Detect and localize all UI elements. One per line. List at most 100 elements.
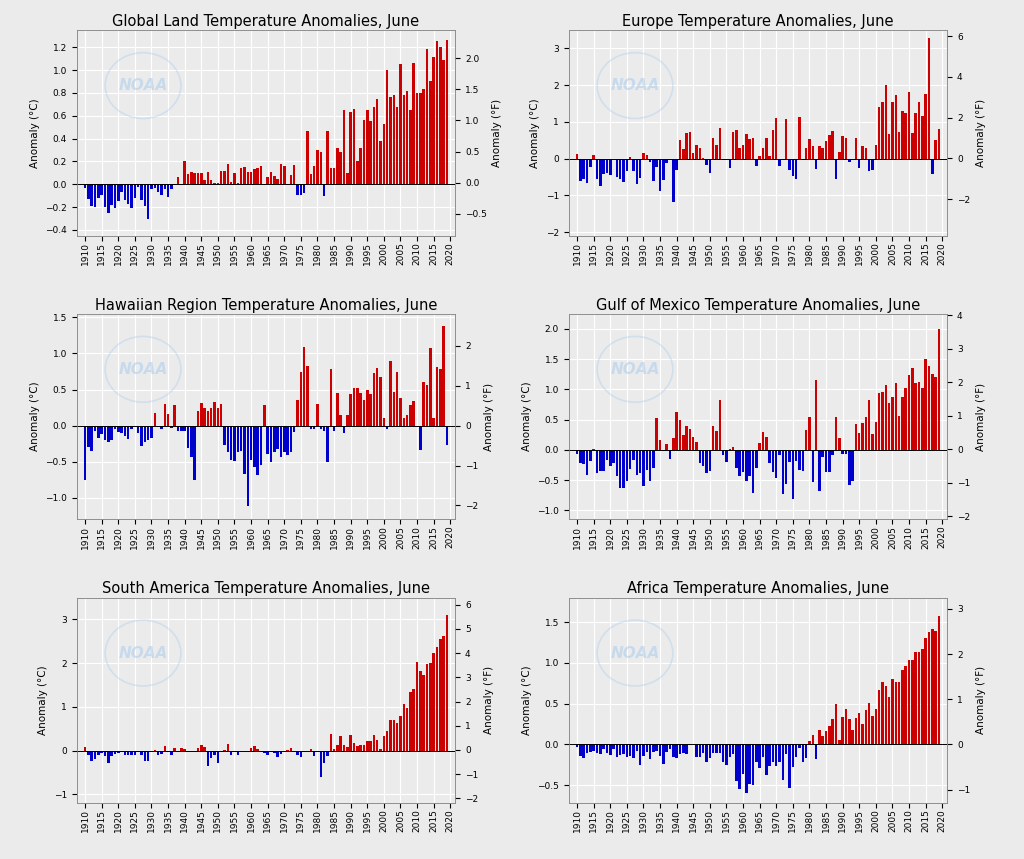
Bar <box>143 751 146 761</box>
Bar <box>712 138 715 159</box>
Bar <box>323 185 326 196</box>
Bar <box>87 425 90 448</box>
Bar <box>728 745 731 757</box>
Bar <box>151 425 153 438</box>
Bar <box>293 165 296 185</box>
Bar <box>399 64 401 185</box>
Bar <box>831 131 834 159</box>
Bar <box>194 425 196 479</box>
Bar <box>698 745 701 758</box>
Bar <box>914 383 916 450</box>
Bar <box>330 734 332 751</box>
Bar <box>669 450 672 459</box>
Bar <box>821 450 824 457</box>
Bar <box>103 185 106 207</box>
Bar <box>712 426 715 450</box>
Bar <box>838 740 841 745</box>
Bar <box>108 185 110 213</box>
Bar <box>911 661 913 745</box>
Bar <box>389 720 392 751</box>
Bar <box>283 166 286 185</box>
Bar <box>157 751 160 755</box>
Bar <box>828 136 830 159</box>
Bar <box>94 185 96 207</box>
Bar <box>167 414 169 425</box>
Bar <box>778 450 781 455</box>
Y-axis label: Anomaly (°F): Anomaly (°F) <box>976 667 986 734</box>
Bar <box>685 426 688 450</box>
Bar <box>173 748 176 751</box>
Bar <box>583 450 585 465</box>
Bar <box>593 745 595 751</box>
Y-axis label: Anomaly (°F): Anomaly (°F) <box>976 382 986 451</box>
Bar <box>366 110 369 185</box>
Bar <box>180 425 182 430</box>
Bar <box>741 145 744 159</box>
Bar <box>845 138 847 159</box>
Bar <box>290 175 292 185</box>
Bar <box>925 638 927 745</box>
Bar <box>419 671 422 751</box>
Bar <box>676 159 678 169</box>
Bar <box>805 148 807 159</box>
Bar <box>785 745 787 754</box>
Bar <box>432 653 435 751</box>
Bar <box>632 159 635 172</box>
Bar <box>164 746 166 751</box>
Bar <box>792 450 794 499</box>
Bar <box>689 430 691 450</box>
Bar <box>596 159 598 179</box>
Bar <box>702 450 705 466</box>
Bar <box>303 751 305 752</box>
Bar <box>629 156 632 159</box>
Bar <box>114 185 116 208</box>
Bar <box>197 173 200 185</box>
Bar <box>426 385 428 425</box>
Bar <box>343 745 345 751</box>
Text: NOAA: NOAA <box>119 362 168 377</box>
Bar <box>911 133 913 159</box>
Bar <box>379 377 382 425</box>
Bar <box>445 40 449 185</box>
Bar <box>210 751 213 758</box>
Bar <box>765 138 768 159</box>
Bar <box>931 159 934 174</box>
Bar <box>605 159 608 173</box>
Bar <box>666 745 668 752</box>
Bar <box>173 405 176 425</box>
Bar <box>938 129 940 159</box>
Bar <box>928 38 930 159</box>
Bar <box>439 639 441 751</box>
Bar <box>194 173 196 185</box>
Bar <box>586 159 588 183</box>
Bar <box>861 724 864 745</box>
Bar <box>392 720 395 751</box>
Bar <box>821 148 824 159</box>
Bar <box>778 745 781 762</box>
Bar <box>755 450 758 468</box>
Bar <box>888 698 890 745</box>
Bar <box>772 450 774 472</box>
Bar <box>280 751 283 754</box>
Bar <box>220 404 222 425</box>
Bar <box>818 730 820 745</box>
Bar <box>253 746 256 751</box>
Bar <box>835 159 838 179</box>
Bar <box>632 450 635 460</box>
Bar <box>223 425 225 445</box>
Bar <box>580 450 582 463</box>
Bar <box>280 425 283 457</box>
Bar <box>878 690 881 745</box>
Bar <box>898 132 900 159</box>
Bar <box>589 159 592 167</box>
Bar <box>921 388 924 450</box>
Bar <box>738 149 741 159</box>
Bar <box>785 119 787 159</box>
Bar <box>938 329 940 450</box>
Bar <box>207 172 209 185</box>
Bar <box>908 660 910 745</box>
Bar <box>842 450 844 454</box>
Bar <box>575 745 579 746</box>
Bar <box>663 450 665 451</box>
Bar <box>934 377 937 450</box>
